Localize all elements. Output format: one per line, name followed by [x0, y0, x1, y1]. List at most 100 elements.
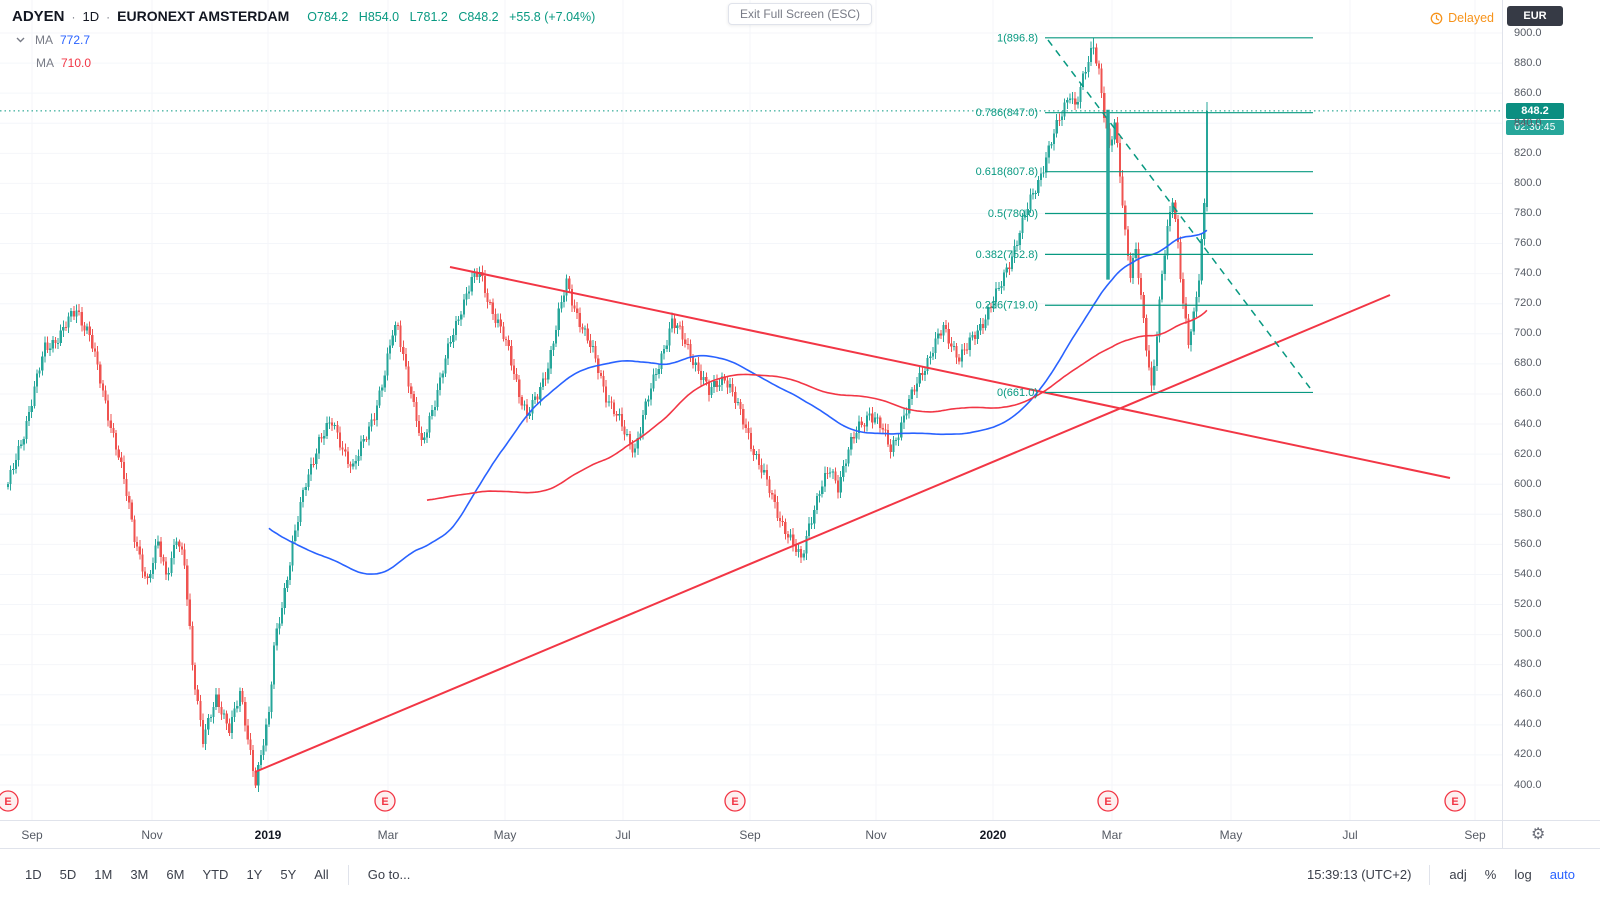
- price-tick-label: 520.0: [1514, 598, 1542, 611]
- exit-fullscreen-tooltip: Exit Full Screen (ESC): [727, 3, 873, 25]
- svg-text:E: E: [1451, 796, 1458, 808]
- candlestick-chart[interactable]: 1(896.8) 0.786(847.0) 0.618(807.8) 0.5(780.…: [0, 0, 1600, 820]
- open-value: O784.2: [307, 10, 349, 24]
- svg-text:E: E: [1104, 796, 1111, 808]
- time-tick-label: May: [1219, 828, 1243, 842]
- price-tick-label: 440.0: [1514, 718, 1542, 731]
- price-tick-label: 480.0: [1514, 658, 1542, 671]
- change-value: +55.8 (+7.04%): [509, 10, 596, 24]
- range-button-1d[interactable]: 1D: [18, 863, 49, 886]
- time-tick-label: Nov: [141, 828, 163, 842]
- bottom-toolbar: 1D 5D 1M 3M 6M YTD 1Y 5Y All Go to... 15:39:13 (U…: [0, 848, 1600, 900]
- countdown-label: 02:30:45: [1506, 119, 1564, 135]
- percent-scale-button[interactable]: %: [1478, 863, 1504, 886]
- delayed-badge[interactable]: Delayed: [1430, 11, 1494, 25]
- price-tick-label: 640.0: [1514, 417, 1542, 430]
- price-tick-label: 500.0: [1514, 628, 1542, 641]
- close-value: C848.2: [458, 10, 499, 24]
- time-tick-label: May: [493, 828, 517, 842]
- symbol-header: ADYEN · 1D · EURONEXT AMSTERDAM O784.2 H…: [12, 8, 595, 25]
- ma-label: MA: [36, 56, 54, 70]
- earnings-marker[interactable]: E: [0, 790, 19, 812]
- ma-indicator-row-1[interactable]: MA 772.7: [12, 33, 595, 47]
- adjusted-data-button[interactable]: adj: [1442, 863, 1473, 886]
- range-button-5d[interactable]: 5D: [53, 863, 84, 886]
- fib-level-label: 1(896.8): [997, 32, 1038, 44]
- ma-value-red: 710.0: [61, 56, 92, 70]
- range-button-6m[interactable]: 6M: [159, 863, 191, 886]
- price-tick-label: 540.0: [1514, 567, 1542, 580]
- price-tick-label: 560.0: [1514, 537, 1542, 550]
- ohlc-values: O784.2 H854.0 L781.2 C848.2 +55.8 (+7.04…: [300, 10, 595, 24]
- price-tick-label: 820.0: [1514, 146, 1542, 159]
- toolbar-divider: [1429, 864, 1431, 885]
- price-tick-label: 780.0: [1514, 206, 1542, 219]
- clock-label[interactable]: 15:39:13 (UTC+2): [1306, 867, 1412, 882]
- price-tick-label: 800.0: [1514, 176, 1542, 189]
- range-button-all[interactable]: All: [307, 863, 335, 886]
- log-scale-button[interactable]: log: [1507, 863, 1538, 886]
- interval-label[interactable]: 1D: [82, 9, 100, 24]
- price-axis[interactable]: EUR 848.2 02:30:45 900.0 880.0 860.0 840.0 8…: [1502, 0, 1600, 820]
- range-selector: 1D 5D 1M 3M 6M YTD 1Y 5Y All Go to...: [18, 863, 417, 886]
- time-axis[interactable]: Sep Nov 2019 Mar May Jul Sep Nov 2020 Mar May Jul Se…: [0, 820, 1502, 849]
- range-button-1m[interactable]: 1M: [87, 863, 119, 886]
- go-to-date-button[interactable]: Go to...: [361, 863, 418, 886]
- ma-indicator-row-2[interactable]: MA 710.0: [36, 56, 595, 70]
- high-value: H854.0: [358, 10, 400, 24]
- earnings-marker[interactable]: E: [374, 790, 396, 812]
- chevron-down-icon[interactable]: [12, 34, 28, 46]
- price-tick-label: 740.0: [1514, 267, 1542, 280]
- time-tick-label: Sep: [739, 828, 761, 842]
- earnings-marker[interactable]: E: [724, 790, 746, 812]
- svg-text:E: E: [381, 796, 388, 808]
- ma-value-blue: 772.7: [60, 33, 91, 47]
- time-tick-label: 2019: [254, 828, 282, 842]
- time-tick-label: Nov: [865, 828, 887, 842]
- clock-icon: [1430, 12, 1443, 24]
- price-tick-label: 880.0: [1514, 56, 1542, 69]
- price-tick-label: 860.0: [1514, 86, 1542, 99]
- delayed-label: Delayed: [1448, 11, 1494, 25]
- price-tick-label: 840.0: [1514, 116, 1542, 129]
- svg-text:E: E: [731, 796, 738, 808]
- range-button-3m[interactable]: 3M: [123, 863, 155, 886]
- price-tick-label: 660.0: [1514, 387, 1542, 400]
- price-tick-label: 420.0: [1514, 748, 1542, 761]
- settings-gear-icon[interactable]: ⚙: [1531, 826, 1546, 843]
- ma-label: MA: [35, 33, 53, 47]
- exchange-name[interactable]: EURONEXT AMSTERDAM: [117, 8, 290, 24]
- price-tick-label: 460.0: [1514, 688, 1542, 701]
- time-tick-label: Sep: [21, 828, 43, 842]
- separator-dot: ·: [106, 10, 111, 24]
- auto-scale-button[interactable]: auto: [1543, 863, 1582, 886]
- current-price-label: 848.2: [1506, 102, 1564, 119]
- separator-dot: ·: [71, 10, 76, 24]
- fib-level-label: 0.618(807.8): [976, 166, 1038, 178]
- svg-text:E: E: [4, 796, 11, 808]
- fib-level-label: 0(661.0): [997, 387, 1038, 399]
- toolbar-divider: [347, 864, 349, 885]
- axis-corner: ⚙: [1502, 820, 1600, 849]
- price-tick-label: 720.0: [1514, 297, 1542, 310]
- currency-button[interactable]: EUR: [1507, 6, 1563, 26]
- price-tick-label: 700.0: [1514, 327, 1542, 340]
- time-tick-label: Mar: [1101, 828, 1123, 842]
- range-button-1y[interactable]: 1Y: [239, 863, 269, 886]
- earnings-marker[interactable]: E: [1444, 790, 1466, 812]
- price-tick-label: 600.0: [1514, 477, 1542, 490]
- symbol-name[interactable]: ADYEN: [12, 8, 65, 25]
- scale-controls: 15:39:13 (UTC+2) adj% log auto: [1301, 863, 1582, 886]
- chart-plot-area[interactable]: 1(896.8) 0.786(847.0) 0.618(807.8) 0.5(780.…: [0, 0, 1600, 820]
- earnings-marker[interactable]: E: [1097, 790, 1119, 812]
- low-value: L781.2: [409, 10, 448, 24]
- fib-level-label: 0.786(847.0): [976, 107, 1038, 119]
- range-button-5y[interactable]: 5Y: [273, 863, 303, 886]
- time-tick-label: Jul: [1342, 828, 1358, 842]
- price-tick-label: 580.0: [1514, 507, 1542, 520]
- price-tick-label: 900.0: [1514, 26, 1542, 39]
- time-tick-label: Jul: [615, 828, 631, 842]
- range-button-ytd[interactable]: YTD: [195, 863, 235, 886]
- fib-level-label: 0.236(719.0): [976, 300, 1038, 312]
- time-tick-label: 2020: [979, 828, 1007, 842]
